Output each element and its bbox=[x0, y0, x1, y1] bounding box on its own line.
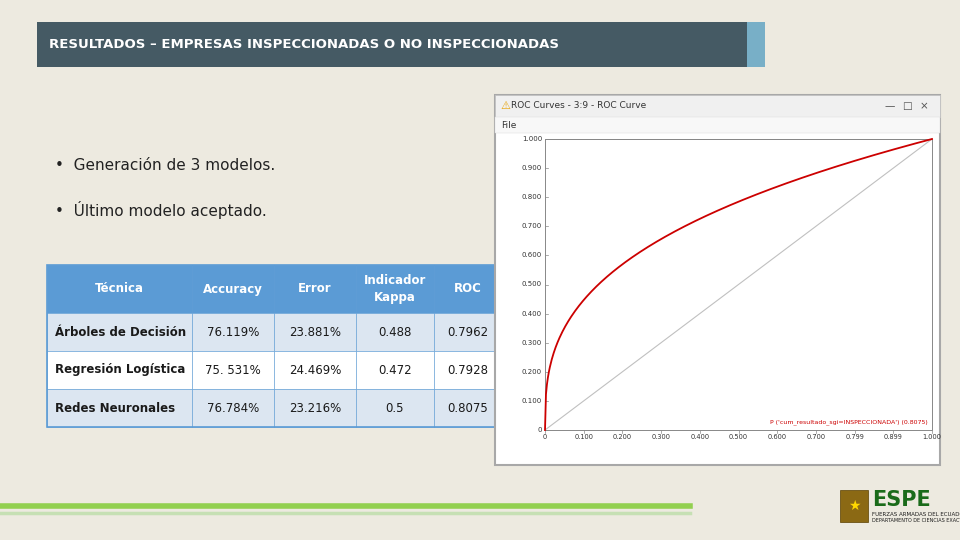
Text: DEPARTAMENTO DE CIENCIAS EXACTAS: DEPARTAMENTO DE CIENCIAS EXACTAS bbox=[872, 518, 960, 523]
Text: 0.7928: 0.7928 bbox=[447, 363, 489, 376]
Text: Regresión Logística: Regresión Logística bbox=[55, 363, 185, 376]
Bar bbox=[274, 351, 356, 389]
Text: 0.100: 0.100 bbox=[574, 434, 593, 440]
Text: 0.600: 0.600 bbox=[768, 434, 787, 440]
Text: 0.600: 0.600 bbox=[521, 252, 542, 259]
Text: 23.881%: 23.881% bbox=[289, 326, 341, 339]
Bar bbox=[434, 313, 502, 351]
Text: ROC Curves - 3:9 - ROC Curve: ROC Curves - 3:9 - ROC Curve bbox=[511, 102, 646, 111]
Text: 24.469%: 24.469% bbox=[289, 363, 341, 376]
Text: 0.200: 0.200 bbox=[612, 434, 632, 440]
Text: 0.400: 0.400 bbox=[690, 434, 709, 440]
Text: Técnica: Técnica bbox=[95, 282, 144, 295]
Bar bbox=[495, 117, 940, 133]
Bar bbox=[356, 351, 434, 389]
Text: 75. 531%: 75. 531% bbox=[205, 363, 261, 376]
Text: FUERZAS ARMADAS DEL ECUADOR: FUERZAS ARMADAS DEL ECUADOR bbox=[872, 511, 960, 516]
Text: File: File bbox=[501, 120, 516, 130]
Text: 0.400: 0.400 bbox=[522, 310, 542, 316]
Bar bbox=[495, 95, 940, 465]
Bar bbox=[192, 313, 274, 351]
Text: ESPE: ESPE bbox=[872, 490, 931, 510]
Text: Indicador
Kappa: Indicador Kappa bbox=[364, 274, 426, 303]
Text: 0.5: 0.5 bbox=[386, 402, 404, 415]
Bar bbox=[434, 351, 502, 389]
Text: ×: × bbox=[920, 101, 928, 111]
Bar bbox=[356, 265, 434, 313]
Bar bbox=[840, 490, 868, 522]
Text: —: — bbox=[885, 101, 895, 111]
Text: 0.7962: 0.7962 bbox=[447, 326, 489, 339]
Text: □: □ bbox=[902, 101, 912, 111]
Text: 0.899: 0.899 bbox=[884, 434, 902, 440]
Text: Redes Neuronales: Redes Neuronales bbox=[55, 402, 175, 415]
Bar bbox=[545, 139, 932, 430]
Bar bbox=[192, 389, 274, 427]
Text: P ('cum_resultado_sgi=INSPECCIONADA') (0.8075): P ('cum_resultado_sgi=INSPECCIONADA') (0… bbox=[770, 420, 928, 425]
Text: 0.100: 0.100 bbox=[521, 398, 542, 404]
Text: ★: ★ bbox=[848, 499, 860, 513]
Text: 76.119%: 76.119% bbox=[206, 326, 259, 339]
Bar bbox=[47, 265, 502, 427]
Text: 1.000: 1.000 bbox=[923, 434, 942, 440]
Text: 0.200: 0.200 bbox=[522, 369, 542, 375]
Text: 0.300: 0.300 bbox=[652, 434, 671, 440]
Text: Árboles de Decisión: Árboles de Decisión bbox=[55, 326, 186, 339]
Bar bbox=[495, 95, 940, 117]
Text: 0.500: 0.500 bbox=[729, 434, 748, 440]
Text: 0.700: 0.700 bbox=[806, 434, 826, 440]
Bar bbox=[274, 313, 356, 351]
Text: Accuracy: Accuracy bbox=[204, 282, 263, 295]
Text: 0.488: 0.488 bbox=[378, 326, 412, 339]
Text: •  Generación de 3 modelos.: • Generación de 3 modelos. bbox=[55, 158, 276, 172]
Text: ⚠: ⚠ bbox=[500, 101, 510, 111]
Text: 0.799: 0.799 bbox=[845, 434, 864, 440]
Text: 23.216%: 23.216% bbox=[289, 402, 341, 415]
Bar bbox=[37, 22, 747, 67]
Bar bbox=[192, 351, 274, 389]
Bar bbox=[356, 389, 434, 427]
Bar bbox=[47, 265, 192, 313]
Text: 0.700: 0.700 bbox=[521, 224, 542, 230]
Text: 0: 0 bbox=[538, 427, 542, 433]
Bar bbox=[434, 389, 502, 427]
Text: 0.472: 0.472 bbox=[378, 363, 412, 376]
Text: 0.300: 0.300 bbox=[521, 340, 542, 346]
Text: 0.800: 0.800 bbox=[521, 194, 542, 200]
Text: Error: Error bbox=[299, 282, 332, 295]
Bar bbox=[47, 313, 192, 351]
Text: 0: 0 bbox=[542, 434, 547, 440]
Bar bbox=[434, 265, 502, 313]
Text: 0.900: 0.900 bbox=[521, 165, 542, 171]
Bar bbox=[274, 265, 356, 313]
Text: ROC: ROC bbox=[454, 282, 482, 295]
Text: RESULTADOS – EMPRESAS INSPECCIONADAS O NO INSPECCIONADAS: RESULTADOS – EMPRESAS INSPECCIONADAS O N… bbox=[49, 38, 559, 51]
Text: 1.000: 1.000 bbox=[521, 136, 542, 142]
Text: 76.784%: 76.784% bbox=[206, 402, 259, 415]
Text: 0.8075: 0.8075 bbox=[447, 402, 489, 415]
Bar bbox=[47, 351, 192, 389]
Bar bbox=[274, 389, 356, 427]
Text: 0.500: 0.500 bbox=[522, 281, 542, 287]
Bar bbox=[192, 265, 274, 313]
Text: •  Último modelo aceptado.: • Último modelo aceptado. bbox=[55, 201, 267, 219]
Bar bbox=[356, 313, 434, 351]
Bar bbox=[747, 22, 765, 67]
Bar bbox=[47, 389, 192, 427]
